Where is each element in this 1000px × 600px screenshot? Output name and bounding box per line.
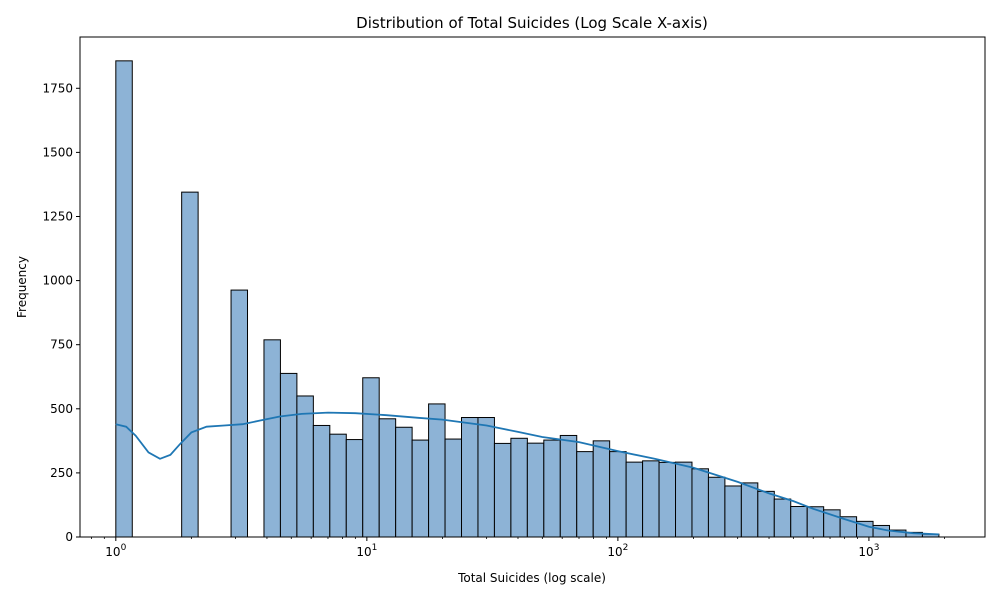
histogram-bar: [510, 437, 528, 538]
y-axis: 0 250 500 750 1000 1250 1500 1750: [42, 81, 80, 544]
histogram-bar: [444, 438, 463, 538]
histogram-bar: [181, 191, 199, 538]
histogram-bar: [362, 377, 380, 538]
histogram-bar: [707, 476, 726, 538]
histogram-bar: [411, 439, 430, 538]
x-tick-label: 102: [607, 543, 628, 559]
y-tick-label: 750: [50, 338, 73, 352]
x-axis-label: Total Suicides (log scale): [457, 571, 606, 585]
histogram-bar: [230, 289, 249, 538]
y-tick-label: 1750: [42, 81, 73, 95]
x-tick-label: 103: [858, 543, 879, 559]
histogram-bar: [543, 439, 561, 538]
histogram-bar: [724, 485, 742, 538]
y-tick-label: 1000: [42, 274, 73, 288]
x-axis: 100 101 102 103: [91, 537, 945, 559]
histogram-bar: [609, 451, 627, 538]
histogram-bar: [625, 461, 644, 538]
histogram-bar: [461, 417, 479, 538]
histogram-bar: [592, 440, 611, 538]
y-tick-label: 0: [65, 530, 73, 544]
histogram-bar: [329, 433, 347, 538]
histogram-bar: [345, 439, 364, 538]
histogram-bar: [642, 460, 660, 538]
plot-frame: [79, 36, 986, 538]
chart-title: Distribution of Total Suicides (Log Scal…: [356, 14, 708, 32]
histogram-bar: [493, 442, 512, 538]
y-axis-label: Frequency: [15, 256, 29, 318]
histogram-bar: [658, 461, 677, 538]
x-tick-label: 100: [105, 543, 126, 559]
histogram-bar: [428, 403, 446, 538]
histogram-bar: [477, 417, 495, 538]
histogram-bar: [312, 424, 331, 538]
histogram-bar: [576, 451, 594, 538]
histogram-bar: [790, 505, 808, 538]
histogram-bar: [378, 418, 397, 538]
y-tick-label: 1500: [42, 145, 73, 159]
histogram-bar: [691, 468, 709, 538]
y-tick-label: 500: [50, 402, 73, 416]
y-tick-label: 1250: [42, 209, 73, 223]
histogram-bar: [279, 372, 298, 538]
histogram-bar: [559, 434, 578, 538]
histogram-bar: [395, 426, 413, 538]
histogram-bar: [740, 482, 759, 538]
histogram-bar: [773, 498, 792, 538]
y-tick-label: 250: [50, 466, 73, 480]
kde-curve: [115, 411, 939, 536]
histogram-bar: [675, 461, 693, 538]
histogram-bar: [526, 442, 545, 538]
x-tick-label: 101: [356, 543, 377, 559]
histogram-bar: [757, 490, 775, 538]
bars-layer: [115, 60, 940, 538]
histogram-bar: [115, 60, 133, 538]
histogram-bar: [263, 339, 281, 538]
histogram-bar: [296, 395, 314, 538]
